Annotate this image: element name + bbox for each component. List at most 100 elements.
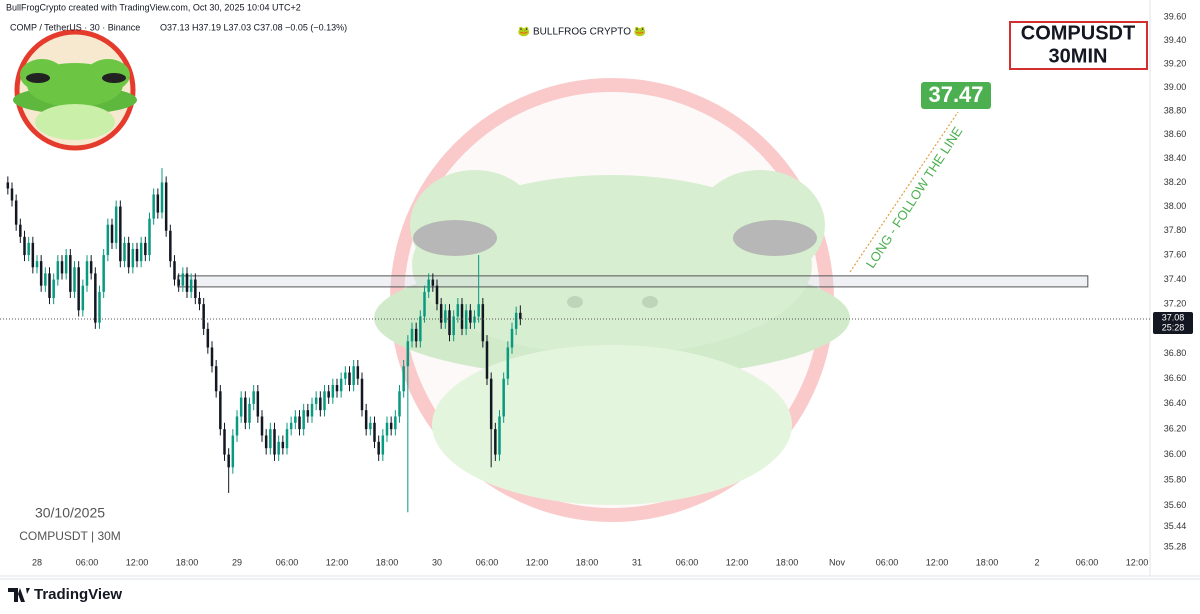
candle-body <box>310 403 314 417</box>
last-price-box <box>1153 311 1193 334</box>
candle-body <box>177 279 180 286</box>
candle-body <box>452 316 455 336</box>
candle-body <box>210 347 214 367</box>
candle-body <box>423 291 426 317</box>
candle-body <box>60 261 64 274</box>
y-tick-label: 37.40 <box>1164 274 1187 284</box>
candle-body <box>356 366 360 379</box>
candle-body <box>123 242 126 262</box>
y-tick-label: 37.80 <box>1164 225 1187 235</box>
y-tick-label: 36.40 <box>1164 398 1187 408</box>
watermark-nostril <box>567 296 583 308</box>
candle-body <box>164 182 168 231</box>
candle-body <box>464 310 468 329</box>
x-tick-label: 18:00 <box>176 557 199 567</box>
badge-line: 30MIN <box>1049 45 1108 67</box>
y-tick-label: 36.80 <box>1164 348 1187 358</box>
target-box <box>921 82 991 109</box>
y-tick-label: 39.60 <box>1164 12 1187 22</box>
candle-body <box>273 429 276 455</box>
date-label: 30/10/2025 <box>35 505 105 521</box>
candle-body <box>377 441 380 455</box>
candle-body <box>231 435 235 468</box>
x-tick-label: 12:00 <box>126 557 149 567</box>
target-label: 37.47 <box>928 82 983 107</box>
candle-body <box>481 304 485 342</box>
candle-body <box>214 366 218 392</box>
candle-body <box>369 422 372 430</box>
candle-body <box>373 422 376 442</box>
x-tick-label: 18:00 <box>976 557 999 567</box>
x-tick-label: 18:00 <box>576 557 599 567</box>
candle-body <box>102 255 105 292</box>
candle-body <box>294 416 297 423</box>
candle-body <box>23 236 26 256</box>
candle-body <box>477 304 480 317</box>
y-tick-label: 36.60 <box>1164 373 1187 383</box>
candle-body <box>514 312 518 329</box>
candle-body <box>519 312 522 319</box>
candle-body <box>394 416 397 430</box>
badge-line: COMPUSDT <box>1021 22 1135 44</box>
y-tick-label: 38.40 <box>1164 153 1187 163</box>
candle-body <box>506 347 510 379</box>
ohlc-info: O37.13 H37.19 L37.03 C37.08 −0.05 (−0.13… <box>160 22 347 32</box>
candle-body <box>160 182 164 213</box>
candle-body <box>427 279 430 292</box>
candle-body <box>185 273 189 292</box>
x-tick-label: 18:00 <box>376 557 399 567</box>
candle-body <box>31 242 35 268</box>
candle-body <box>85 261 89 286</box>
credit: BullFrogCrypto created with TradingView.… <box>6 2 301 12</box>
x-tick-label: 29 <box>232 557 242 567</box>
candle-body <box>144 242 147 256</box>
candle-body <box>469 310 472 323</box>
countdown: 25:28 <box>1162 322 1185 332</box>
candle-body <box>223 429 226 455</box>
watermark-ring <box>390 78 834 522</box>
x-tick-label: 28 <box>32 557 42 567</box>
logo <box>13 29 137 151</box>
candle-body <box>398 391 401 417</box>
x-tick-label: 12:00 <box>326 557 349 567</box>
candle-body <box>348 372 351 386</box>
candle-body <box>323 391 326 411</box>
y-tick-label: 39.20 <box>1164 58 1187 68</box>
x-tick-label: 06:00 <box>76 557 99 567</box>
candle-body <box>289 422 293 430</box>
candle-body <box>302 410 305 430</box>
candle-body <box>94 273 97 323</box>
candle-body <box>352 366 355 386</box>
candle-body <box>139 242 143 262</box>
chart-title: 🐸 BULLFROG CRYPTO 🐸 <box>518 26 646 38</box>
x-tick-label: 06:00 <box>876 557 899 567</box>
candle-body <box>381 435 385 455</box>
badge-box <box>1009 21 1148 70</box>
candle-body <box>444 310 447 323</box>
candle-body <box>10 188 14 201</box>
candle-body <box>281 441 285 449</box>
candle-body <box>252 391 255 404</box>
candle-body <box>335 385 339 392</box>
candle-body <box>344 372 347 379</box>
candle-body <box>306 410 310 417</box>
candle-body <box>244 397 247 423</box>
watermark-pupil-right <box>733 220 817 256</box>
candle-body <box>173 261 176 280</box>
candle-body <box>56 261 60 280</box>
x-tick-label: 12:00 <box>726 557 749 567</box>
candle-body <box>156 194 160 213</box>
candle-body <box>106 224 110 256</box>
candle-body <box>314 397 318 404</box>
plot <box>0 168 1150 513</box>
last-price-label: 37.08 <box>1162 312 1185 322</box>
x-tick-label: 06:00 <box>676 557 699 567</box>
candle-body <box>119 206 122 262</box>
candle-body <box>81 285 85 311</box>
watermark-nostril <box>642 296 658 308</box>
candle-body <box>135 248 139 262</box>
candle-body <box>473 316 476 323</box>
candle-body <box>19 224 22 237</box>
x-tick-label: Nov <box>829 557 846 567</box>
